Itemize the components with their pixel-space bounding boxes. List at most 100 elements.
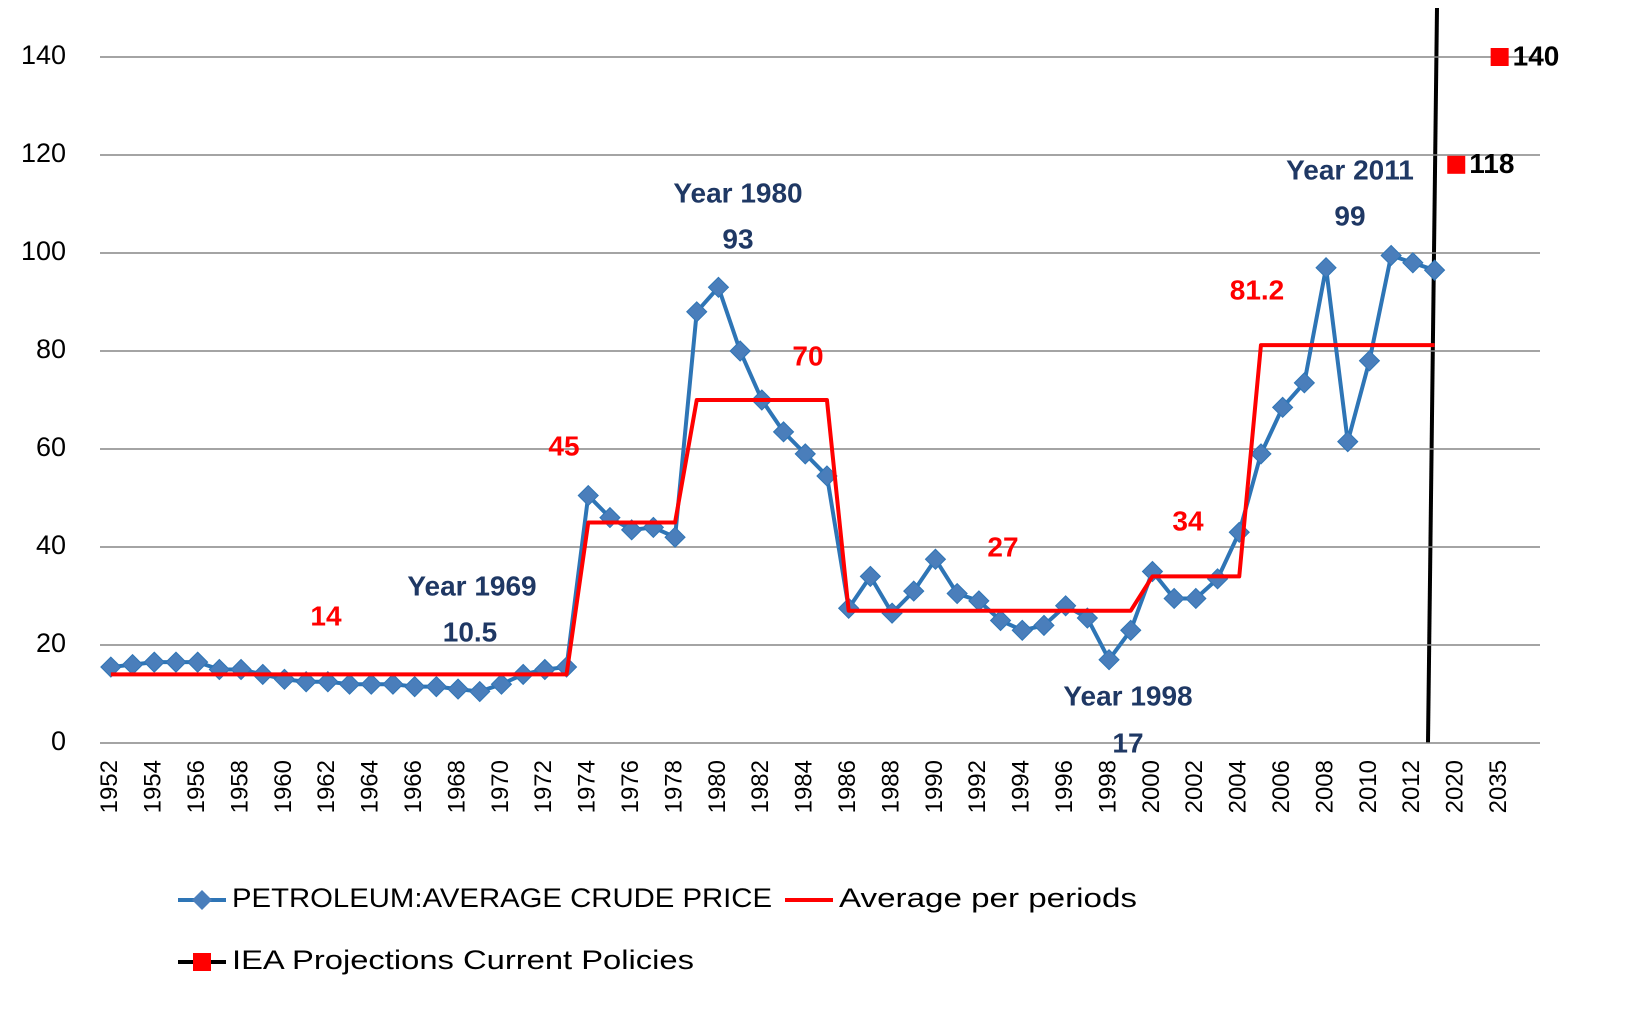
data-point — [686, 301, 708, 323]
x-tick-label: 1976 — [617, 760, 644, 813]
x-tick-label: 1984 — [791, 760, 818, 813]
data-point — [859, 565, 882, 588]
data-point — [924, 548, 947, 570]
x-tick-label: 1958 — [226, 760, 253, 813]
data-point — [1228, 521, 1250, 544]
data-point — [989, 609, 1012, 632]
data-point — [794, 443, 816, 465]
data-point — [1033, 614, 1055, 637]
y-tick-label: 20 — [36, 628, 66, 658]
y-tick-label: 120 — [21, 138, 66, 168]
data-point — [1358, 350, 1381, 372]
data-point — [620, 519, 643, 541]
data-point — [490, 673, 513, 695]
data-point — [1011, 619, 1033, 642]
x-tick-label: 1998 — [1094, 760, 1121, 813]
data-point — [143, 651, 165, 673]
annotation: Year 2011 — [1286, 154, 1414, 185]
data-point — [469, 680, 491, 703]
legend-label: Average per periods — [839, 883, 1137, 913]
x-tick-label: 1960 — [270, 760, 297, 813]
data-point — [1447, 155, 1466, 174]
annotation: 81.2 — [1230, 274, 1285, 305]
x-tick-label: 1986 — [834, 760, 861, 813]
data-point — [382, 673, 404, 695]
annotation: 70 — [792, 340, 823, 371]
y-tick-label: 40 — [36, 530, 66, 560]
data-point — [317, 671, 339, 693]
x-tick-label: 1996 — [1051, 760, 1078, 813]
data-point — [1402, 252, 1424, 274]
x-tick-label: 1980 — [704, 760, 731, 813]
x-tick-label: 1974 — [574, 760, 601, 813]
annotation: 17 — [1112, 727, 1143, 758]
data-point — [186, 651, 209, 673]
x-tick-label: 1988 — [877, 760, 904, 813]
data-point — [447, 678, 469, 700]
annotation: 93 — [722, 223, 753, 254]
legend-label: IEA Projections Current Policies — [232, 945, 694, 975]
x-tick-label: 1972 — [530, 760, 557, 813]
data-point — [1163, 587, 1185, 610]
x-tick-label: 2008 — [1311, 760, 1338, 813]
data-point — [1490, 48, 1509, 66]
legend-item: IEA Projections Current Policies — [178, 945, 694, 975]
x-tick-label: 2035 — [1485, 760, 1512, 813]
data-point — [1185, 587, 1207, 610]
legend-marker — [193, 953, 211, 971]
annotation: 14 — [310, 600, 342, 631]
data-point — [121, 653, 144, 676]
legend-marker — [192, 890, 212, 910]
data-point — [230, 658, 252, 681]
y-tick-label: 140 — [21, 40, 66, 70]
data-point — [664, 526, 686, 548]
projection-divider — [1426, 7, 1439, 744]
x-tick-label: 2010 — [1355, 760, 1382, 813]
x-tick-label: 1956 — [183, 760, 210, 813]
x-tick-label: 1990 — [921, 760, 948, 813]
data-point — [1423, 259, 1446, 281]
data-point — [1380, 244, 1402, 267]
x-tick-label: 1994 — [1008, 760, 1035, 813]
annotation: 34 — [1172, 505, 1204, 536]
x-tick-label: 2012 — [1398, 760, 1425, 813]
x-tick-label: 1968 — [443, 760, 470, 813]
data-point — [1120, 619, 1142, 642]
x-tick-label: 1954 — [140, 760, 167, 813]
y-tick-label: 80 — [36, 334, 66, 364]
data-point — [165, 651, 187, 673]
legend-label: PETROLEUM:AVERAGE CRUDE PRICE — [232, 883, 772, 913]
data-point — [642, 516, 665, 539]
x-tick-label: 1992 — [964, 760, 991, 813]
data-point — [360, 673, 382, 695]
data-point — [946, 582, 968, 605]
x-tick-label: 1982 — [747, 760, 774, 813]
data-point — [1271, 396, 1294, 419]
data-point — [707, 276, 730, 299]
annotation: 10.5 — [443, 616, 498, 647]
data-point — [273, 668, 296, 691]
x-tick-label: 2004 — [1225, 760, 1252, 813]
x-tick-label: 2000 — [1138, 760, 1165, 813]
data-point — [403, 675, 426, 698]
legend-item: Average per periods — [785, 883, 1137, 913]
data-label: 140 — [1513, 40, 1560, 71]
annotation: Year 1998 — [1063, 680, 1192, 711]
data-point — [729, 340, 751, 362]
legend-item: PETROLEUM:AVERAGE CRUDE PRICE — [178, 883, 772, 913]
data-point — [1315, 256, 1337, 279]
series-line — [110, 253, 1436, 694]
data-point — [338, 673, 361, 695]
y-tick-label: 60 — [36, 432, 66, 462]
x-tick-label: 1952 — [96, 760, 123, 813]
annotation: Year 1969 — [407, 570, 536, 601]
data-label: 118 — [1469, 148, 1514, 179]
x-tick-label: 2006 — [1268, 760, 1295, 813]
series-line — [110, 343, 1435, 677]
x-tick-label: 2002 — [1181, 760, 1208, 813]
data-point — [1076, 607, 1099, 629]
x-tick-label: 2020 — [1442, 760, 1469, 813]
annotation: 45 — [548, 430, 579, 461]
y-tick-label: 0 — [51, 726, 66, 756]
